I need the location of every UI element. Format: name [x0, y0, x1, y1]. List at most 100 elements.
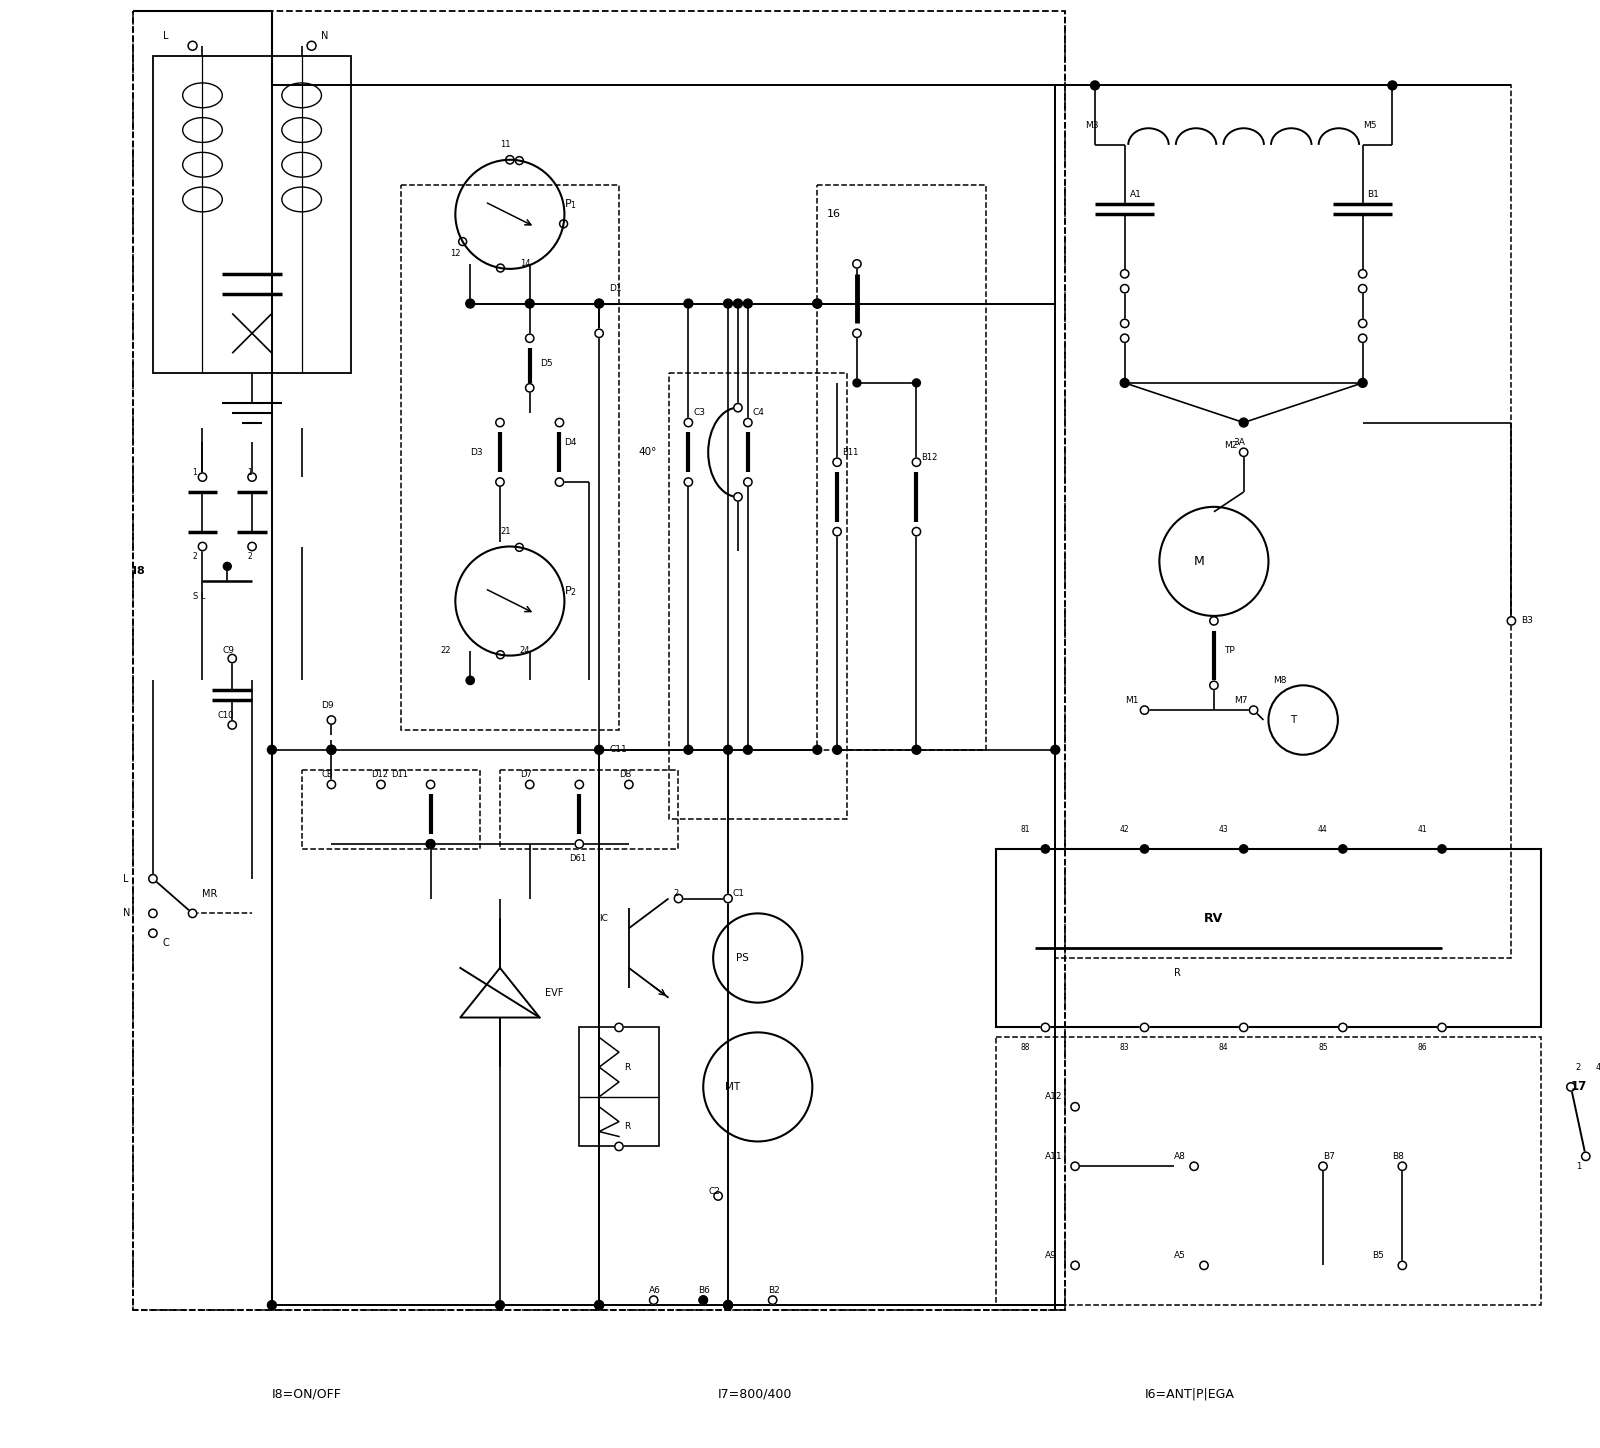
Text: A9: A9	[1045, 1251, 1058, 1260]
Circle shape	[1339, 1024, 1347, 1031]
Circle shape	[1120, 284, 1130, 292]
Circle shape	[1358, 269, 1366, 278]
Circle shape	[1042, 1024, 1050, 1031]
Text: 42: 42	[1120, 824, 1130, 834]
Circle shape	[853, 259, 861, 268]
Circle shape	[595, 329, 603, 337]
Circle shape	[699, 1296, 707, 1305]
Circle shape	[1070, 1102, 1080, 1111]
Text: B7: B7	[1323, 1151, 1334, 1161]
Text: B3: B3	[1522, 617, 1533, 626]
Text: M: M	[1194, 555, 1205, 568]
Circle shape	[328, 715, 336, 724]
Circle shape	[555, 478, 563, 487]
Circle shape	[1120, 319, 1130, 327]
Circle shape	[555, 418, 563, 427]
Text: 86: 86	[1418, 1043, 1427, 1051]
Text: B11: B11	[842, 447, 859, 456]
Text: R: R	[1174, 967, 1181, 977]
Text: B2: B2	[768, 1286, 779, 1295]
Text: M1: M1	[1125, 695, 1138, 705]
Circle shape	[378, 780, 386, 789]
Circle shape	[1141, 707, 1149, 714]
Text: 84: 84	[1219, 1043, 1229, 1051]
Circle shape	[1200, 1261, 1208, 1270]
Circle shape	[515, 156, 523, 165]
Circle shape	[734, 404, 742, 411]
Text: I6=ANT|P|EGA: I6=ANT|P|EGA	[1144, 1387, 1234, 1400]
Circle shape	[595, 746, 603, 754]
Text: D11: D11	[390, 770, 408, 779]
Text: L: L	[123, 873, 128, 883]
Text: 17: 17	[1571, 1080, 1587, 1093]
Circle shape	[595, 1300, 603, 1309]
Bar	[1056, 85, 1512, 959]
Circle shape	[198, 473, 206, 481]
Circle shape	[1387, 81, 1397, 90]
Text: A8: A8	[1174, 1151, 1186, 1161]
Text: CB: CB	[322, 770, 333, 779]
Circle shape	[744, 418, 752, 427]
Circle shape	[614, 1142, 622, 1151]
Circle shape	[1120, 334, 1130, 342]
Circle shape	[650, 1296, 658, 1305]
Text: 1: 1	[1576, 1161, 1581, 1171]
Circle shape	[912, 527, 920, 536]
Text: M8: M8	[1274, 676, 1286, 685]
Text: C4: C4	[754, 408, 765, 417]
Circle shape	[525, 334, 534, 342]
Text: MT: MT	[725, 1082, 741, 1092]
Circle shape	[248, 543, 256, 550]
Text: C3: C3	[693, 408, 706, 417]
Text: TP: TP	[1224, 646, 1235, 654]
Text: 43: 43	[1219, 824, 1229, 834]
Text: D61: D61	[570, 854, 587, 863]
Circle shape	[744, 300, 752, 308]
Circle shape	[768, 1296, 778, 1305]
Circle shape	[1240, 447, 1248, 456]
Circle shape	[1120, 378, 1130, 388]
Circle shape	[496, 264, 504, 272]
Circle shape	[1250, 707, 1258, 714]
Circle shape	[496, 418, 504, 427]
Text: A5: A5	[1174, 1251, 1186, 1260]
Text: C9: C9	[222, 646, 234, 654]
Text: P$_2$: P$_2$	[565, 584, 578, 598]
Text: B5: B5	[1373, 1251, 1384, 1260]
Bar	[818, 184, 986, 750]
Text: D1: D1	[610, 284, 622, 292]
Circle shape	[229, 721, 237, 730]
Circle shape	[674, 895, 683, 902]
Circle shape	[853, 329, 861, 337]
Circle shape	[912, 458, 920, 466]
Circle shape	[1597, 1083, 1600, 1092]
Text: B8: B8	[1392, 1151, 1405, 1161]
Circle shape	[1582, 1153, 1590, 1160]
Text: 11: 11	[499, 140, 510, 149]
Circle shape	[267, 746, 277, 754]
Circle shape	[1240, 844, 1248, 853]
Circle shape	[515, 543, 523, 552]
Text: B6: B6	[698, 1286, 710, 1295]
Bar	[995, 849, 1541, 1028]
Circle shape	[248, 473, 256, 481]
Circle shape	[326, 746, 336, 754]
Text: RV: RV	[1205, 912, 1224, 925]
Circle shape	[328, 780, 336, 789]
Bar	[302, 770, 480, 849]
Circle shape	[734, 492, 742, 501]
Text: M3: M3	[1085, 120, 1099, 129]
Text: D5: D5	[539, 359, 552, 368]
Circle shape	[1141, 844, 1149, 853]
Circle shape	[723, 1300, 733, 1309]
Circle shape	[699, 1296, 707, 1305]
Text: M7: M7	[1234, 695, 1248, 705]
Text: 22: 22	[440, 646, 451, 654]
Bar	[669, 374, 846, 820]
Text: 24: 24	[520, 646, 530, 654]
Circle shape	[1566, 1083, 1574, 1092]
Circle shape	[1091, 81, 1099, 90]
Circle shape	[744, 746, 752, 754]
Circle shape	[525, 780, 534, 789]
Circle shape	[723, 300, 733, 308]
